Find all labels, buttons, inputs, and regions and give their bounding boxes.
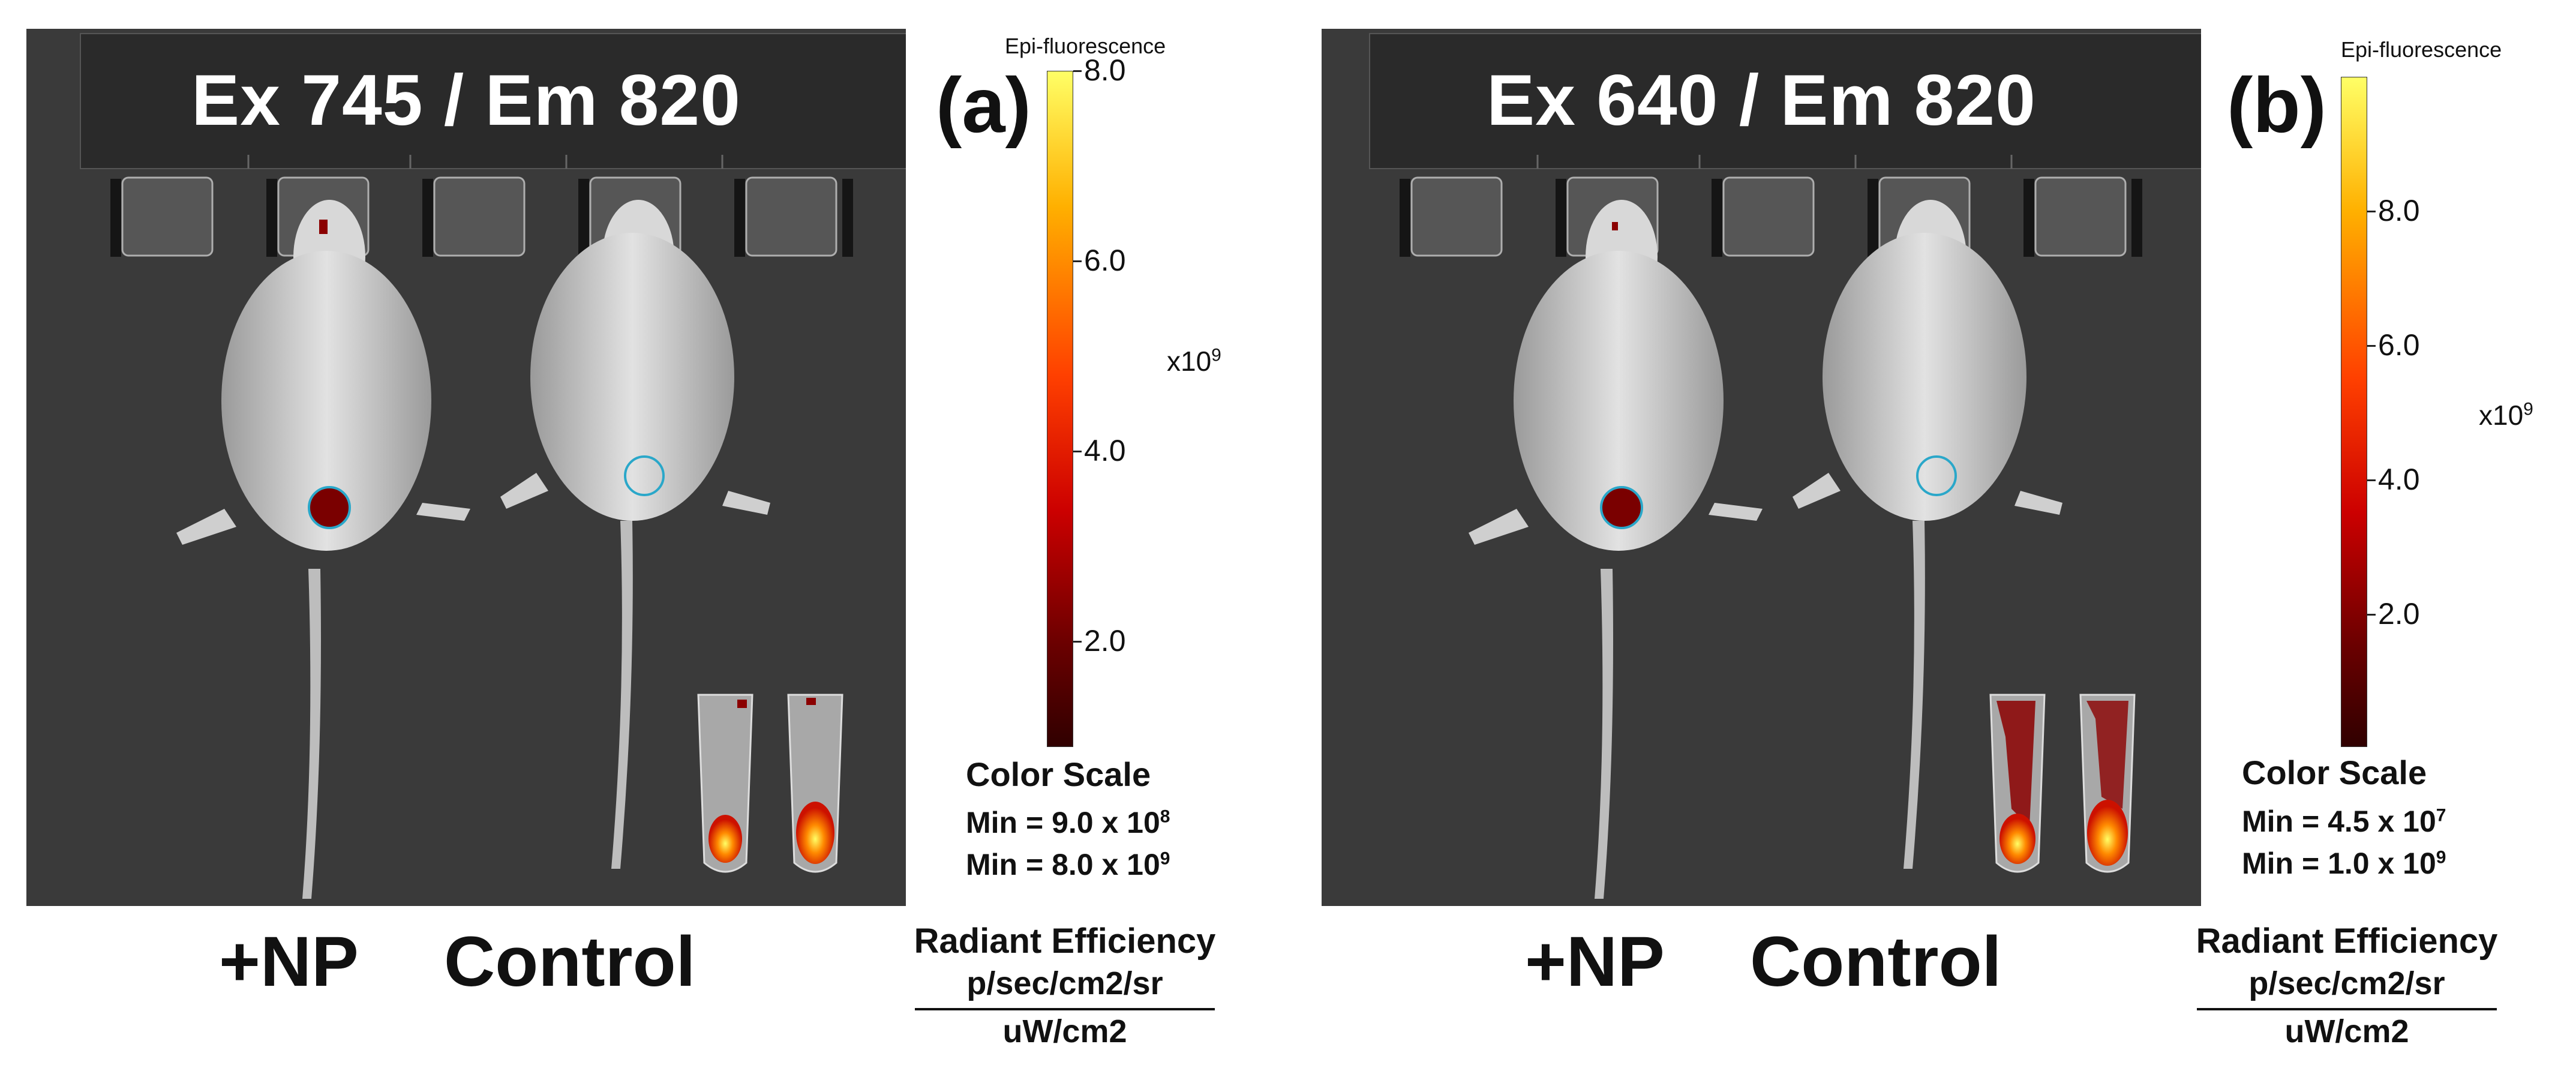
colorbar-tickmark [1073,450,1082,452]
min-line-1-text-b: Min = 4.5 x 10 [2242,805,2436,838]
colorbar-tickmark [1073,70,1082,72]
colorbar-exponent-a: x109 [1167,345,1221,377]
colorbar-tick-label: 2.0 [2378,597,2420,631]
units-b: Radiant Efficiency p/sec/cm2/sr uW/cm2 [2179,921,2515,1050]
colorbar-title-b: Epi-fluorescence [2341,37,2502,62]
color-scale-title-a: Color Scale [966,755,1151,793]
mouse-label-control-b: Control [1750,922,2002,1001]
exponent-base-b: x10 [2479,400,2524,431]
mouse-np-a [176,200,470,899]
panel-a: Ex 745 / Em 820 (a) Epi-fluorescence 8.0… [26,29,1233,1050]
exponent-power-b: 9 [2523,399,2533,419]
units-line-3-a: uW/cm2 [915,1008,1215,1050]
colorbar-tickmark [2367,345,2376,347]
colorbar-b [2341,77,2367,747]
mouse-label-control-a: Control [444,922,696,1001]
mouse-control-b [1793,200,2062,869]
min-line-1-b: Min = 4.5 x 107 [2242,804,2446,839]
colorbar-tickmark [2367,211,2376,212]
colorbar-tick-label: 2.0 [1084,623,1126,658]
mouse-label-np-b: +NP [1525,922,1665,1001]
roi-np-a [308,486,351,529]
min-line-2-b: Min = 1.0 x 109 [2242,846,2446,881]
colorbar-tickmark [2367,614,2376,616]
min-line-2-power-a: 9 [1160,848,1170,869]
units-line-3-b: uW/cm2 [2197,1008,2497,1050]
colorbar-a [1047,71,1073,747]
colorbar-tick-label: 4.0 [1084,433,1126,467]
tubes-b [1989,694,2136,873]
colorbar-tick-label: 8.0 [1084,53,1126,87]
min-line-1-text-a: Min = 9.0 x 10 [966,806,1160,839]
colorbar-title-a: Epi-fluorescence [1005,34,1166,58]
min-line-1-power-b: 7 [2436,805,2446,826]
tubes-a [697,694,843,873]
colorbar-tick-label: 6.0 [1084,243,1126,277]
exponent-base-a: x10 [1167,346,1212,377]
mice-image-a [26,29,906,906]
fluorescence-image-b: Ex 640 / Em 820 [1322,29,2201,906]
min-line-1-a: Min = 9.0 x 108 [966,805,1170,840]
roi-control-b [1916,455,1957,496]
colorbar-tickmark [2367,479,2376,482]
min-line-2-text-a: Min = 8.0 x 10 [966,848,1160,881]
roi-np-b [1600,486,1643,529]
panel-b: Ex 640 / Em 820 (b) Epi-fluorescence 8.0… [1288,0,2576,1071]
units-line-2-a: p/sec/cm2/sr [966,965,1163,1001]
label-box-b [1369,33,2201,169]
units-line-2-b: p/sec/cm2/sr [2248,965,2445,1001]
colorbar-tick-label: 8.0 [2378,194,2420,227]
color-scale-title-b: Color Scale [2242,754,2427,791]
mice-image-b [1322,29,2201,906]
panel-letter-b: (b) [2227,61,2326,149]
colorbar-tickmark [1073,260,1082,262]
mouse-label-np-a: +NP [219,922,359,1001]
excitation-label-b: Ex 640 / Em 820 [1487,60,2036,140]
np-hotspot-a [319,220,328,234]
min-line-2-a: Min = 8.0 x 109 [966,847,1170,882]
fluorescence-image-a: Ex 745 / Em 820 [26,29,906,906]
panel-letter-a: (a) [936,61,1031,149]
min-line-2-power-b: 9 [2436,847,2446,868]
colorbar-tick-label: 4.0 [2378,463,2420,497]
colorbar-tickmark [1073,640,1082,643]
roi-control-a [624,455,665,496]
colorbar-tick-label: 6.0 [2378,328,2420,362]
label-box-a [80,33,906,169]
units-a: Radiant Efficiency p/sec/cm2/sr uW/cm2 [897,921,1233,1050]
exponent-power-a: 9 [1211,345,1221,365]
colorbar-exponent-b: x109 [2479,399,2533,431]
mouse-np-b [1469,200,1763,899]
min-line-2-text-b: Min = 1.0 x 10 [2242,847,2436,880]
excitation-label-a: Ex 745 / Em 820 [191,60,741,140]
units-line-1-b: Radiant Efficiency [2196,922,2498,961]
np-hotspot-b [1612,222,1618,230]
min-line-1-power-a: 8 [1160,806,1170,827]
mouse-control-a [500,200,770,869]
units-line-1-a: Radiant Efficiency [914,922,1216,961]
